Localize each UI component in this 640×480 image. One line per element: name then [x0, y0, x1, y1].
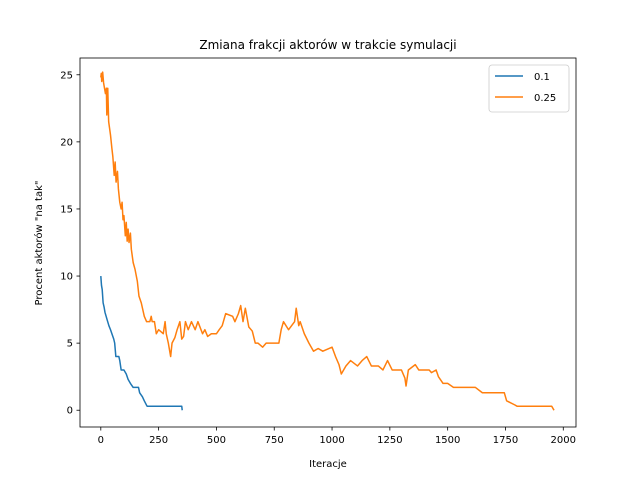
x-axis-label: Iteracje	[309, 459, 347, 470]
x-tick-label: 1750	[493, 435, 518, 446]
x-tick-label: 500	[207, 435, 226, 446]
series-line-0.1	[100, 275, 183, 411]
x-tick-label: 0	[98, 435, 104, 446]
legend-label-0.25: 0.25	[534, 93, 556, 104]
legend: 0.1 0.25	[488, 64, 570, 113]
legend-box	[488, 64, 570, 113]
y-axis-label: Procent aktorów "na tak"	[33, 181, 45, 306]
legend-label-0.1: 0.1	[534, 72, 550, 83]
x-tick-label: 250	[149, 435, 168, 446]
y-tick-label: 20	[60, 137, 73, 148]
y-tick-label: 25	[60, 70, 73, 81]
x-tick-label: 1000	[319, 435, 344, 446]
x-tick-label: 1250	[377, 435, 402, 446]
y-axis-ticks: 0 5 10 15 20 25	[60, 70, 80, 417]
y-tick-label: 10	[60, 272, 73, 283]
x-tick-label: 750	[265, 435, 284, 446]
y-tick-label: 5	[67, 339, 73, 350]
y-tick-label: 15	[60, 204, 73, 215]
series-line-0.25	[100, 71, 555, 411]
y-tick-label: 0	[67, 406, 73, 417]
plot-frame	[79, 57, 577, 428]
x-axis-ticks: 0 250 500 750 1000 1250 1500 1750 2000	[98, 427, 576, 446]
chart-title: Zmiana frakcji aktorów w trakcie symulac…	[199, 38, 456, 52]
x-tick-label: 2000	[551, 435, 576, 446]
x-tick-label: 1500	[435, 435, 460, 446]
series-lines	[100, 71, 555, 411]
